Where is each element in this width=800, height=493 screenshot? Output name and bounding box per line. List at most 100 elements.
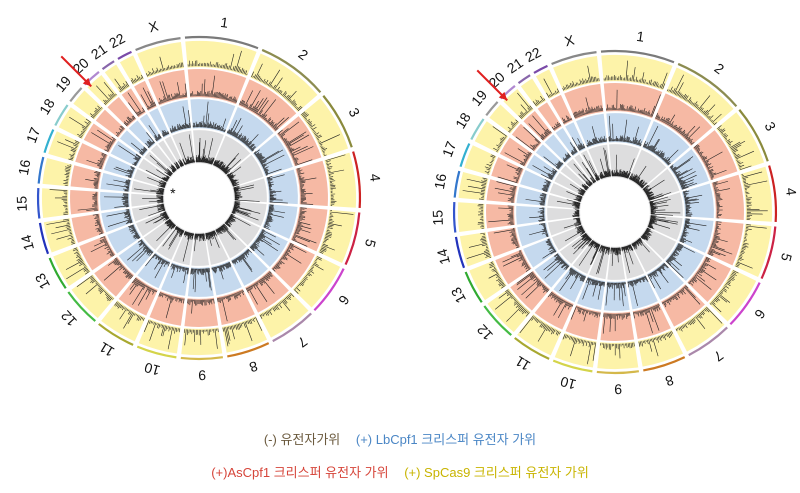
signal-tick (129, 280, 140, 295)
signal-tick (641, 341, 644, 347)
signal-tick (281, 257, 285, 260)
signal-tick (598, 137, 601, 143)
signal-tick (523, 161, 526, 164)
signal-tick (592, 311, 594, 316)
signal-tick (629, 173, 633, 180)
signal-tick (170, 326, 172, 330)
signal-tick (599, 245, 603, 251)
signal-tick (231, 179, 239, 184)
signal-tick (179, 161, 183, 167)
signal-tick (601, 136, 604, 143)
signal-tick (670, 121, 674, 127)
signal-tick (543, 287, 548, 293)
signal-tick (650, 205, 657, 208)
signal-tick (584, 112, 586, 115)
signal-tick (118, 86, 122, 92)
signal-tick (587, 341, 592, 365)
signal-tick (252, 318, 255, 323)
signal-tick (586, 180, 591, 186)
signal-tick (220, 226, 226, 232)
signal-tick (290, 145, 308, 155)
signal-tick (294, 106, 297, 108)
signal-tick (235, 133, 239, 138)
signal-tick (227, 172, 232, 177)
center-hole (165, 164, 233, 232)
signal-tick (320, 146, 324, 149)
signal-tick (696, 106, 699, 110)
signal-tick (645, 190, 650, 194)
signal-tick (170, 165, 176, 171)
signal-tick (327, 225, 333, 228)
signal-tick (541, 173, 553, 181)
signal-tick (650, 272, 662, 290)
signal-tick (644, 190, 647, 193)
signal-tick (656, 151, 660, 155)
signal-tick (670, 124, 674, 128)
signal-tick (623, 246, 626, 254)
ring-ascpf1-chr9 (184, 297, 219, 327)
signal-tick (225, 327, 230, 345)
signal-tick (132, 227, 136, 230)
signal-tick (567, 303, 572, 310)
signal-tick (228, 218, 233, 222)
signal-tick (641, 310, 644, 316)
signal-tick (308, 271, 311, 273)
signal-tick (582, 233, 587, 237)
signal-tick (243, 252, 249, 258)
signal-tick (162, 206, 165, 209)
signal-tick (166, 66, 169, 70)
legend-neg-control: (-) 유전자가위 (263, 432, 341, 447)
signal-tick (168, 222, 173, 227)
ring-neg-control-chr6 (224, 213, 260, 246)
signal-tick (231, 181, 235, 184)
signal-tick (724, 285, 729, 289)
signal-tick (689, 101, 693, 104)
signal-tick (684, 198, 697, 202)
signal-tick (596, 246, 606, 275)
signal-tick (502, 253, 523, 263)
signal-tick (656, 269, 658, 272)
signal-tick (104, 102, 107, 105)
signal-tick (686, 126, 701, 141)
signal-tick (540, 197, 546, 200)
signal-tick (111, 136, 116, 140)
signal-tick (267, 179, 273, 182)
signal-tick (170, 223, 175, 229)
chromosome-label: 4 (367, 173, 384, 183)
signal-tick (232, 294, 234, 297)
signal-tick (650, 217, 656, 219)
signal-tick (268, 181, 274, 184)
signal-tick (184, 124, 186, 129)
signal-tick (232, 209, 235, 212)
signal-tick (224, 327, 229, 347)
signal-tick (484, 166, 491, 169)
signal-tick (553, 294, 556, 298)
signal-tick (289, 243, 307, 253)
signal-tick (258, 235, 272, 245)
signal-tick (548, 327, 552, 332)
signal-tick (649, 220, 655, 223)
signal-tick (690, 279, 695, 284)
chromosome-label: 16 (15, 158, 33, 176)
signal-tick (163, 184, 166, 187)
signal-tick (267, 177, 271, 179)
signal-tick (562, 261, 565, 265)
signal-tick (603, 138, 605, 143)
signal-tick (525, 157, 529, 160)
signal-tick (93, 184, 99, 186)
signal-tick (84, 121, 90, 125)
signal-tick (125, 183, 130, 185)
signal-tick (564, 229, 585, 242)
signal-tick (725, 139, 728, 141)
signal-tick (712, 241, 716, 244)
signal-tick (252, 100, 259, 112)
signal-tick (632, 280, 634, 286)
ring-lbcpf1-chr21 (555, 127, 579, 157)
signal-tick (735, 265, 739, 268)
signal-tick (162, 132, 165, 137)
signal-tick (600, 245, 603, 249)
signal-tick (264, 223, 271, 227)
chromosome-arc-15 (452, 201, 457, 233)
signal-tick (206, 138, 214, 164)
signal-tick (672, 295, 675, 299)
